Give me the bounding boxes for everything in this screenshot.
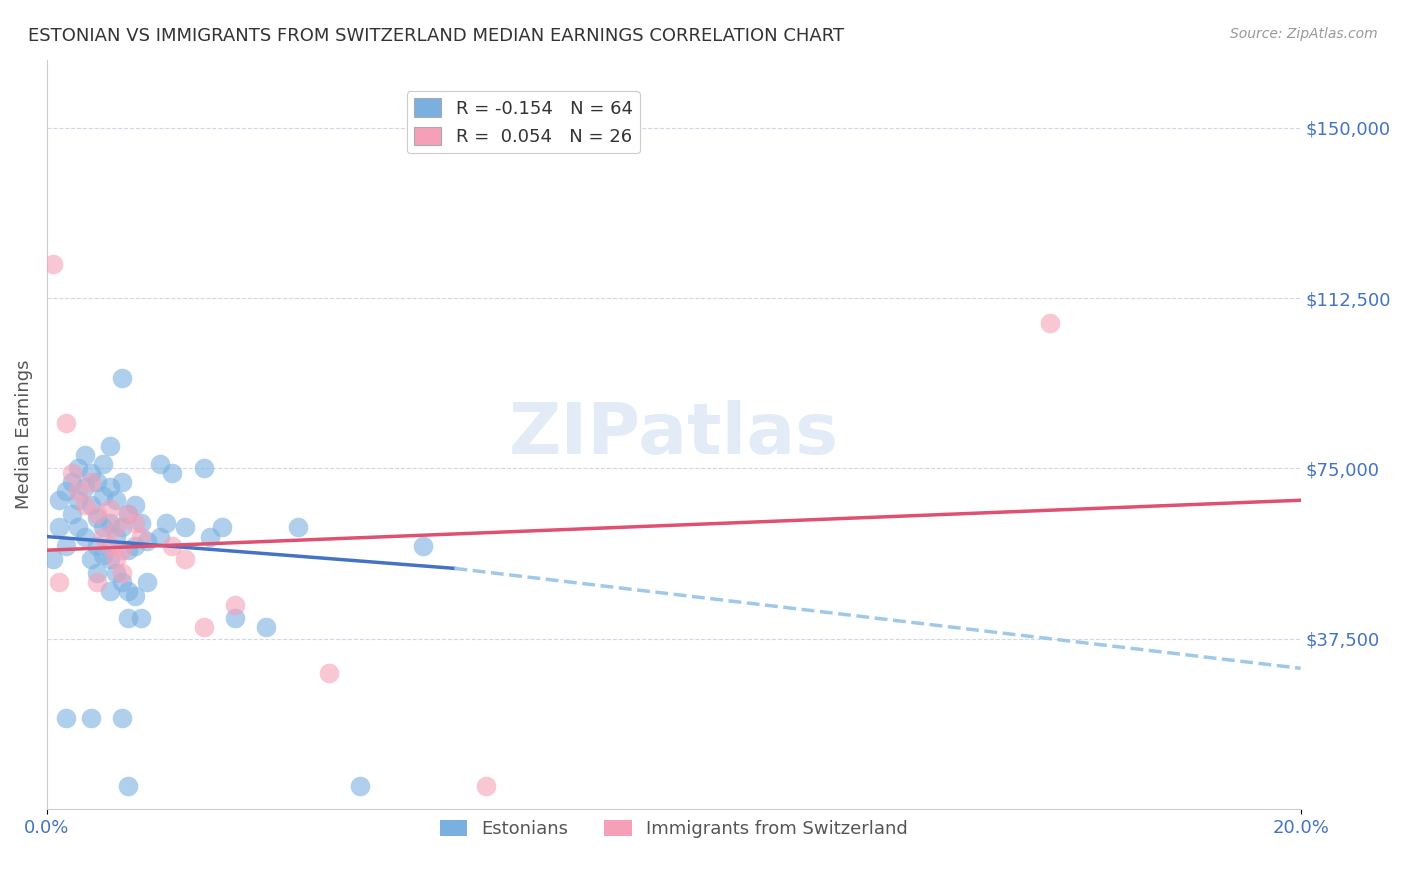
Point <box>73 498 96 512</box>
Point <box>104 566 127 580</box>
Point <box>91 520 114 534</box>
Point <box>98 552 121 566</box>
Point <box>67 461 90 475</box>
Point <box>129 530 152 544</box>
Point <box>86 539 108 553</box>
Point <box>349 780 371 794</box>
Point <box>98 502 121 516</box>
Point <box>55 711 77 725</box>
Point <box>117 507 139 521</box>
Point <box>55 484 77 499</box>
Point <box>198 530 221 544</box>
Point <box>42 552 65 566</box>
Point <box>254 620 277 634</box>
Point <box>86 566 108 580</box>
Point <box>117 611 139 625</box>
Point <box>136 534 159 549</box>
Point <box>193 461 215 475</box>
Point <box>98 439 121 453</box>
Point <box>104 552 127 566</box>
Point <box>104 493 127 508</box>
Point <box>48 493 70 508</box>
Point <box>124 589 146 603</box>
Text: Source: ZipAtlas.com: Source: ZipAtlas.com <box>1230 27 1378 41</box>
Point <box>60 466 83 480</box>
Point <box>173 520 195 534</box>
Point <box>73 530 96 544</box>
Point <box>104 530 127 544</box>
Point <box>162 466 184 480</box>
Point <box>55 416 77 430</box>
Point <box>117 543 139 558</box>
Point <box>111 543 134 558</box>
Point <box>155 516 177 530</box>
Point <box>224 611 246 625</box>
Legend: Estonians, Immigrants from Switzerland: Estonians, Immigrants from Switzerland <box>433 813 915 845</box>
Point <box>42 257 65 271</box>
Point <box>86 507 108 521</box>
Point <box>60 475 83 489</box>
Point <box>111 520 134 534</box>
Point <box>55 539 77 553</box>
Point <box>173 552 195 566</box>
Point <box>124 539 146 553</box>
Point <box>124 498 146 512</box>
Point <box>111 566 134 580</box>
Point <box>80 711 103 725</box>
Point <box>80 552 103 566</box>
Point <box>136 574 159 589</box>
Point <box>86 574 108 589</box>
Point <box>474 780 496 794</box>
Point <box>117 507 139 521</box>
Point <box>1039 316 1062 330</box>
Point <box>91 489 114 503</box>
Point <box>287 520 309 534</box>
Point <box>86 475 108 489</box>
Point <box>60 507 83 521</box>
Point <box>318 665 340 680</box>
Point <box>98 516 121 530</box>
Point <box>67 520 90 534</box>
Point <box>111 574 134 589</box>
Point <box>67 493 90 508</box>
Text: ESTONIAN VS IMMIGRANTS FROM SWITZERLAND MEDIAN EARNINGS CORRELATION CHART: ESTONIAN VS IMMIGRANTS FROM SWITZERLAND … <box>28 27 844 45</box>
Point <box>149 457 172 471</box>
Point <box>80 475 103 489</box>
Point <box>91 548 114 562</box>
Point <box>117 584 139 599</box>
Point <box>111 711 134 725</box>
Point <box>98 584 121 599</box>
Point <box>73 448 96 462</box>
Point <box>98 539 121 553</box>
Point <box>129 611 152 625</box>
Point <box>412 539 434 553</box>
Point <box>193 620 215 634</box>
Point <box>48 574 70 589</box>
Point <box>80 498 103 512</box>
Point <box>111 370 134 384</box>
Point <box>124 516 146 530</box>
Text: ZIPatlas: ZIPatlas <box>509 400 839 469</box>
Point <box>98 480 121 494</box>
Point <box>80 466 103 480</box>
Point <box>104 520 127 534</box>
Point <box>162 539 184 553</box>
Point <box>91 530 114 544</box>
Point <box>211 520 233 534</box>
Point <box>48 520 70 534</box>
Point <box>91 457 114 471</box>
Point <box>149 530 172 544</box>
Point <box>67 484 90 499</box>
Point <box>86 511 108 525</box>
Point <box>129 516 152 530</box>
Point <box>117 780 139 794</box>
Point <box>111 475 134 489</box>
Point <box>73 480 96 494</box>
Point <box>224 598 246 612</box>
Y-axis label: Median Earnings: Median Earnings <box>15 359 32 509</box>
